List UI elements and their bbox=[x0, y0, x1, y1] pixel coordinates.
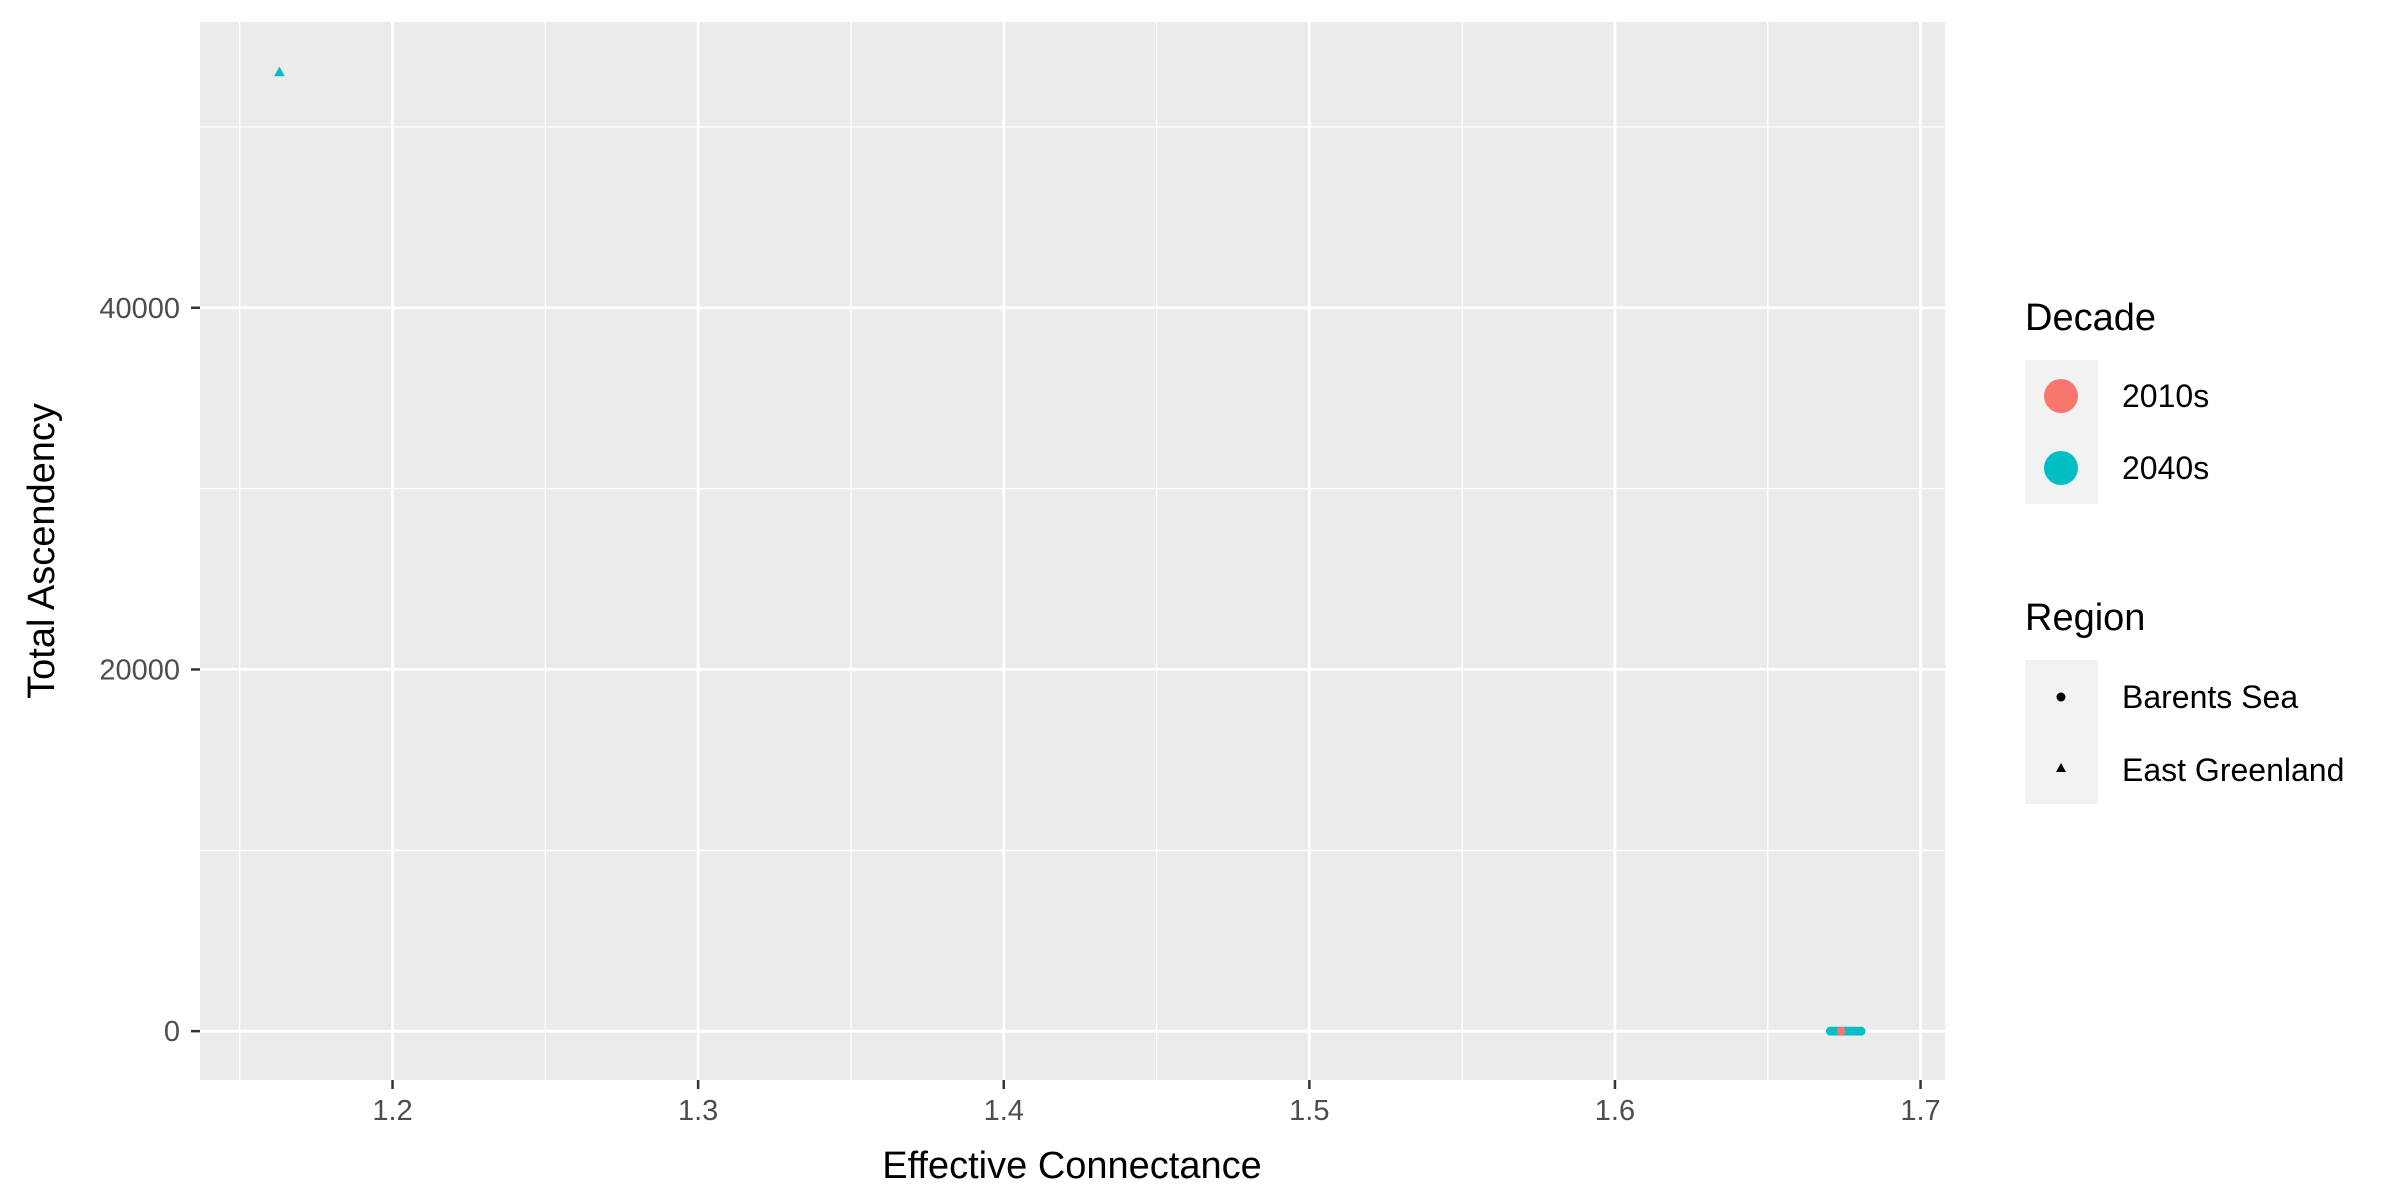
data-point-circle bbox=[1856, 1026, 1866, 1036]
grid-layer bbox=[200, 22, 1945, 1080]
axis-layer: 1.2 1.3 1.4 1.5 1.6 1.7 0 20000 40000 bbox=[99, 293, 1940, 1127]
legend-region-keys-background bbox=[2025, 660, 2098, 804]
data-point-triangle bbox=[274, 66, 285, 77]
legend-region: Region Barents Sea East Greenland bbox=[2025, 597, 2344, 804]
y-tick-label: 40000 bbox=[99, 293, 180, 325]
x-tick-label: 1.6 bbox=[1595, 1095, 1635, 1127]
legend-label-east-greenland: East Greenland bbox=[2122, 752, 2344, 788]
points-layer bbox=[274, 66, 1866, 1036]
legend-key-2040s bbox=[2044, 451, 2078, 485]
legend-region-title: Region bbox=[2025, 597, 2145, 639]
legend-key-barents-sea bbox=[2056, 692, 2066, 702]
x-tick-label: 1.2 bbox=[372, 1095, 412, 1127]
x-tick-label: 1.7 bbox=[1900, 1095, 1940, 1127]
x-tick-label: 1.5 bbox=[1289, 1095, 1329, 1127]
legend-decade: Decade 2010s 2040s bbox=[2025, 297, 2209, 504]
y-axis-title: Total Ascendency bbox=[21, 403, 63, 699]
x-tick-label: 1.4 bbox=[984, 1095, 1024, 1127]
legend-label-2040s: 2040s bbox=[2122, 450, 2209, 486]
x-axis-title: Effective Connectance bbox=[882, 1145, 1262, 1187]
panel-background bbox=[200, 22, 1945, 1080]
y-tick-label: 20000 bbox=[99, 654, 180, 686]
x-tick-label: 1.3 bbox=[678, 1095, 718, 1127]
legend-label-barents-sea: Barents Sea bbox=[2122, 679, 2298, 715]
legend-key-east-greenland bbox=[2056, 763, 2066, 772]
y-tick-label: 0 bbox=[164, 1016, 180, 1048]
legend-label-2010s: 2010s bbox=[2122, 378, 2209, 414]
legend-key-2010s bbox=[2044, 379, 2078, 413]
data-point-circle bbox=[1836, 1026, 1846, 1036]
legend-decade-title: Decade bbox=[2025, 297, 2156, 339]
